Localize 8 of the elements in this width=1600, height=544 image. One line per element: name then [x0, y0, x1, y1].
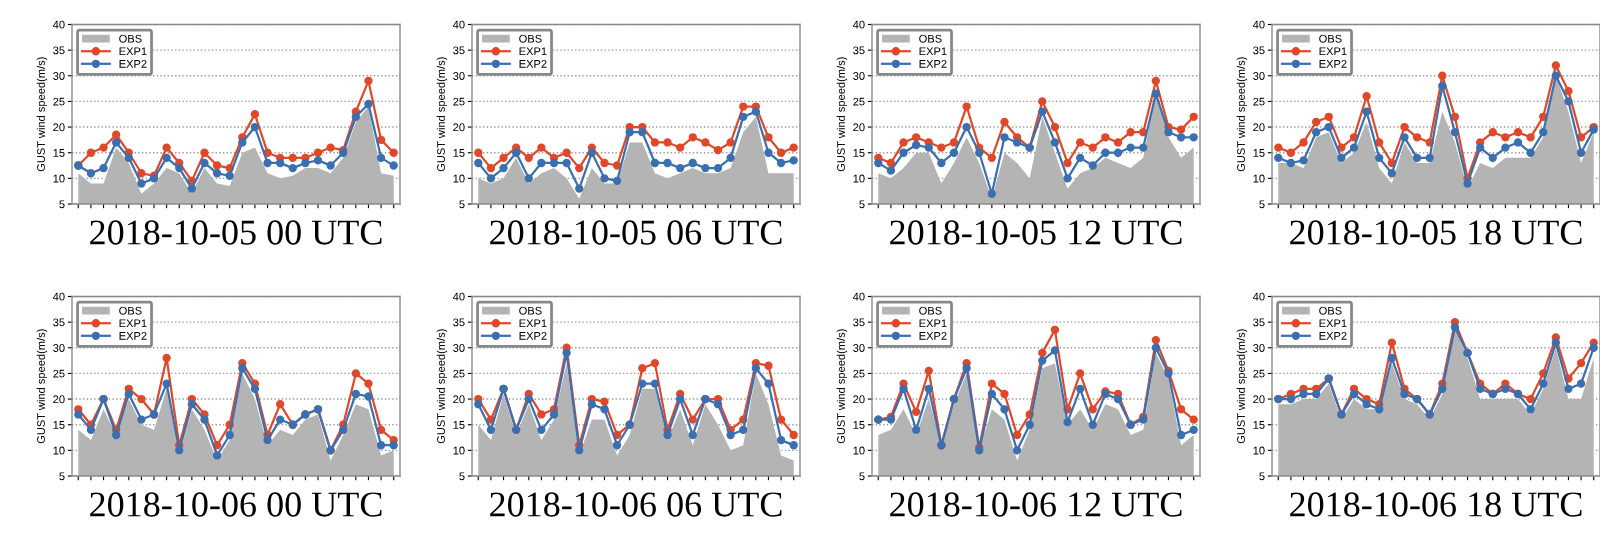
x-axis-title: 2018-10-05 18 UTC	[1290, 220, 1582, 245]
x-axis-title: 2018-10-06 12 UTC	[890, 492, 1182, 517]
x-axis-title: 2018-10-05 12 UTC	[890, 220, 1182, 245]
x-axis-title: 2018-10-06 18 UTC	[1290, 492, 1582, 517]
x-axis-title: 2018-10-05 06 UTC	[490, 220, 782, 245]
x-axis-title: 2018-10-06 06 UTC	[490, 492, 782, 517]
x-axis-title: 2018-10-05 00 UTC	[90, 220, 382, 245]
x-axis-title: 2018-10-06 00 UTC	[90, 492, 382, 517]
